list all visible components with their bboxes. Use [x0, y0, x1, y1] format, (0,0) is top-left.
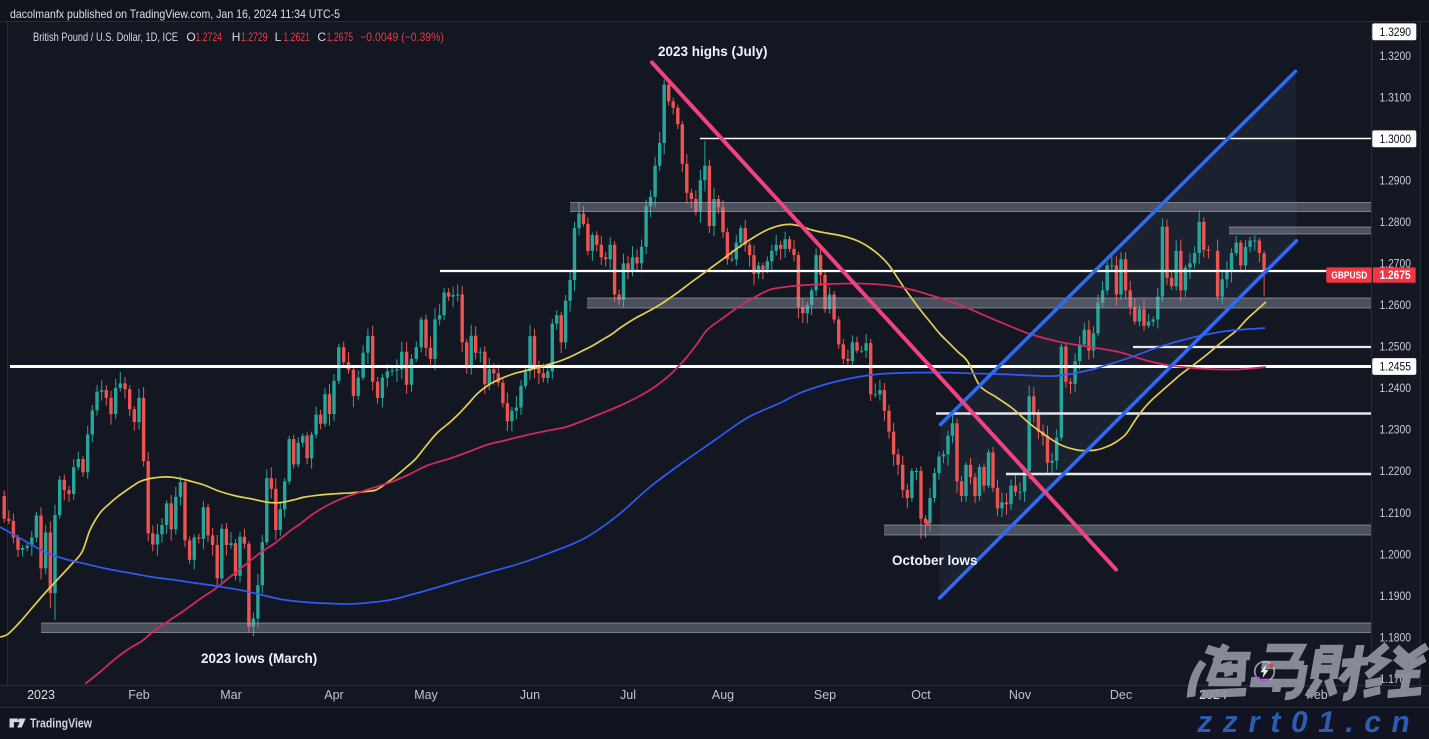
svg-text:May: May — [414, 688, 438, 702]
svg-text:1.2400: 1.2400 — [1380, 383, 1412, 395]
svg-text:C: C — [317, 30, 326, 44]
svg-text:2023 lows (March): 2023 lows (March) — [201, 651, 317, 666]
svg-text:H: H — [232, 30, 241, 44]
svg-text:−0.0049 (−0.39%): −0.0049 (−0.39%) — [360, 30, 444, 44]
svg-text:1.2800: 1.2800 — [1380, 217, 1412, 229]
svg-text:Feb: Feb — [128, 688, 150, 702]
svg-text:O: O — [186, 30, 195, 44]
svg-text:British Pound / U.S. Dollar, 1: British Pound / U.S. Dollar, 1D, ICE — [33, 30, 178, 44]
svg-text:dacolmanfx published on Tradin: dacolmanfx published on TradingView.com,… — [10, 7, 340, 21]
svg-text:1.2000: 1.2000 — [1380, 549, 1412, 561]
svg-text:2023 highs (July): 2023 highs (July) — [658, 44, 768, 59]
svg-text:1.2200: 1.2200 — [1380, 466, 1412, 478]
svg-text:1.3000: 1.3000 — [1380, 134, 1412, 146]
svg-text:Mar: Mar — [220, 688, 242, 702]
svg-text:1.2621: 1.2621 — [283, 30, 310, 44]
svg-text:October lows: October lows — [892, 553, 978, 568]
svg-text:Apr: Apr — [324, 688, 343, 702]
svg-text:Dec: Dec — [1110, 688, 1132, 702]
svg-text:1.2455: 1.2455 — [1380, 362, 1412, 374]
svg-text:1.3100: 1.3100 — [1380, 93, 1412, 105]
svg-text:1.1900: 1.1900 — [1380, 591, 1412, 603]
svg-text:L: L — [275, 30, 282, 44]
svg-text:1.2729: 1.2729 — [241, 30, 268, 44]
svg-text:1.2724: 1.2724 — [196, 30, 223, 44]
svg-text:1.2900: 1.2900 — [1380, 176, 1412, 188]
svg-text:1.2300: 1.2300 — [1380, 425, 1412, 437]
svg-text:zzrt01.cn: zzrt01.cn — [1195, 706, 1424, 739]
svg-text:1.2675: 1.2675 — [1380, 270, 1412, 282]
svg-text:Oct: Oct — [911, 688, 931, 702]
svg-text:Nov: Nov — [1009, 688, 1032, 702]
svg-text:1.2675: 1.2675 — [327, 30, 354, 44]
svg-text:1.3200: 1.3200 — [1380, 51, 1412, 63]
svg-text:Jun: Jun — [520, 688, 540, 702]
svg-text:1.2500: 1.2500 — [1380, 342, 1412, 354]
svg-text:1.3290: 1.3290 — [1380, 27, 1412, 39]
svg-text:Sep: Sep — [814, 688, 836, 702]
svg-text:Jul: Jul — [620, 688, 636, 702]
svg-text:1.2600: 1.2600 — [1380, 300, 1412, 312]
svg-text:Aug: Aug — [712, 688, 734, 702]
svg-text:TradingView: TradingView — [30, 716, 93, 731]
svg-text:1.1800: 1.1800 — [1380, 632, 1412, 644]
svg-text:GBPUSD: GBPUSD — [1331, 270, 1367, 282]
svg-text:2023: 2023 — [27, 688, 55, 702]
svg-text:1.2100: 1.2100 — [1380, 508, 1412, 520]
